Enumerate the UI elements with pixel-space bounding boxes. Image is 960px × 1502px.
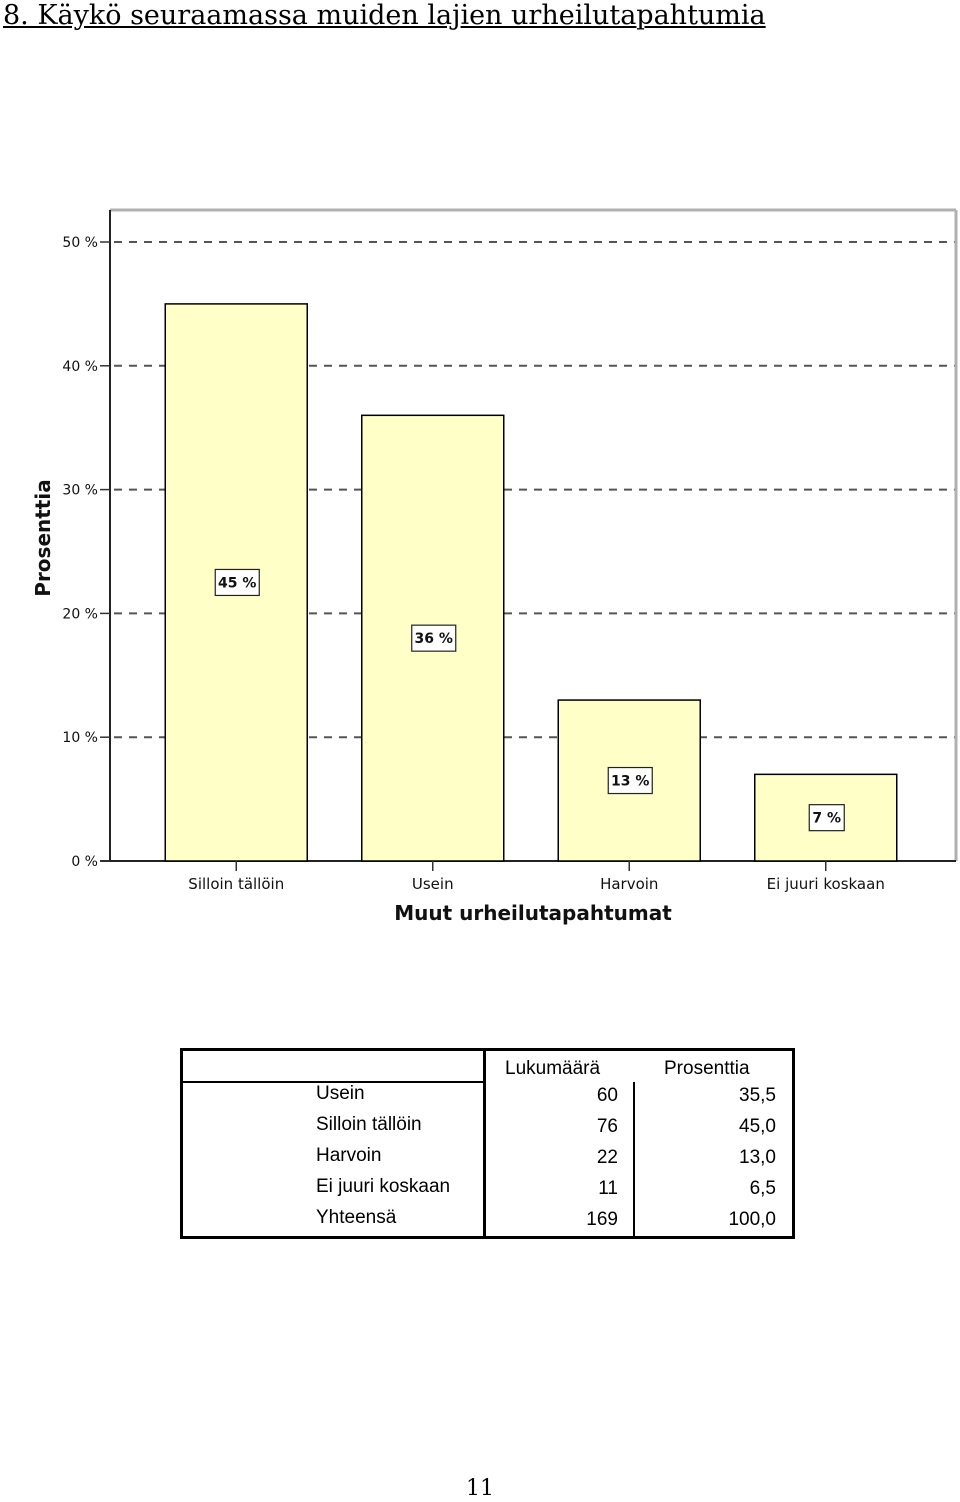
data-label-box <box>214 568 260 597</box>
row-label: Harvoin <box>316 1145 382 1166</box>
row-percent: 13,0 <box>739 1147 776 1168</box>
x-tick-label: Usein <box>412 875 454 893</box>
data-label: 13 % <box>611 774 649 790</box>
table-border-top <box>180 1048 795 1051</box>
table-row-total: Yhteensä 169 100,0 <box>180 1207 795 1238</box>
x-axis-ticks: Silloin tällöin Usein Harvoin Ei juuri kosk… <box>188 861 885 893</box>
y-tick-label: 40 % <box>62 359 98 375</box>
x-tick-label: Ei juuri koskaan <box>767 875 885 893</box>
data-label: 45 % <box>218 575 256 591</box>
x-tick-label: Silloin tällöin <box>188 875 284 893</box>
row-count: 60 <box>596 1085 618 1106</box>
y-tick-label: 0 % <box>71 854 98 870</box>
data-label-box <box>808 804 845 832</box>
row-count: 22 <box>596 1147 618 1168</box>
y-tick-label: 10 % <box>62 730 98 746</box>
row-percent: 35,5 <box>739 1085 776 1106</box>
row-label: Yhteensä <box>316 1207 397 1228</box>
x-tick-label: Harvoin <box>600 875 658 893</box>
page-number: 11 <box>466 1476 494 1501</box>
data-label: 7 % <box>812 811 841 827</box>
data-label-box <box>607 766 653 795</box>
table-row: Harvoin 22 13,0 <box>180 1145 795 1176</box>
x-axis-title: Muut urheilutapahtumat <box>394 901 672 925</box>
table-column-divider <box>633 1082 635 1239</box>
y-tick-label: 20 % <box>62 606 98 622</box>
row-percent: 45,0 <box>739 1116 776 1137</box>
row-percent: 100,0 <box>728 1209 776 1230</box>
row-count: 11 <box>598 1178 618 1199</box>
frequency-table: Lukumäärä Prosenttia Usein 60 35,5 Sillo… <box>180 1048 795 1239</box>
table-border-bottom <box>180 1236 795 1239</box>
table-row: Silloin tällöin 76 45,0 <box>180 1114 795 1145</box>
y-tick-label: 50 % <box>62 235 98 251</box>
bar-chart: 45 %36 %13 %7 % 0 %10 %20 %30 %40 %50 % … <box>31 208 958 925</box>
page-title: 8. Käykö seuraamassa muiden lajien urhei… <box>3 0 766 31</box>
table-header-rule <box>183 1081 483 1083</box>
row-label: Silloin tällöin <box>316 1114 422 1135</box>
row-label: Usein <box>316 1083 365 1104</box>
row-count: 169 <box>586 1209 618 1230</box>
table-row: Ei juuri koskaan 11 6,5 <box>180 1176 795 1207</box>
table-column-divider <box>483 1048 486 1239</box>
table-border-left <box>180 1048 183 1239</box>
y-axis-title: Prosenttia <box>31 479 55 596</box>
table-border-right <box>792 1048 795 1239</box>
y-tick-label: 30 % <box>62 483 98 499</box>
row-count: 76 <box>596 1116 618 1137</box>
column-header-count: Lukumäärä <box>505 1058 601 1079</box>
row-label: Ei juuri koskaan <box>316 1176 451 1197</box>
y-axis-ticks: 0 % 10 % 20 % 30 % 40 % 50 % <box>62 235 110 870</box>
bar-group: 45 % 36 % 13 % 7 % <box>164 303 898 862</box>
data-label: 36 % <box>415 631 453 647</box>
column-header-percent: Prosenttia <box>664 1058 750 1079</box>
row-percent: 6,5 <box>749 1178 776 1199</box>
table-row: Usein 60 35,5 <box>180 1083 795 1114</box>
data-label-box <box>411 624 457 652</box>
